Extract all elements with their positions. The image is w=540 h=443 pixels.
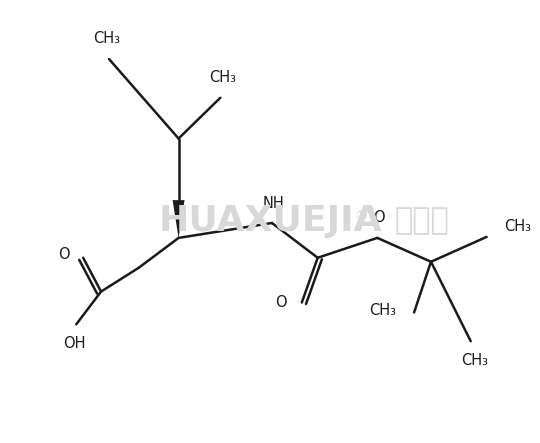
Text: ®: ® xyxy=(354,210,368,224)
Text: CH₃: CH₃ xyxy=(504,219,531,234)
Text: O: O xyxy=(374,210,385,225)
Text: 化学加: 化学加 xyxy=(394,206,449,236)
Polygon shape xyxy=(173,200,185,238)
Text: CH₃: CH₃ xyxy=(461,353,488,368)
Text: HUAXUEJIA: HUAXUEJIA xyxy=(158,204,382,238)
Text: OH: OH xyxy=(63,336,85,351)
Text: O: O xyxy=(58,247,69,262)
Text: O: O xyxy=(275,295,287,310)
Text: CH₃: CH₃ xyxy=(93,31,120,46)
Text: CH₃: CH₃ xyxy=(209,70,236,85)
Text: CH₃: CH₃ xyxy=(369,303,396,318)
Text: NH: NH xyxy=(263,196,285,211)
